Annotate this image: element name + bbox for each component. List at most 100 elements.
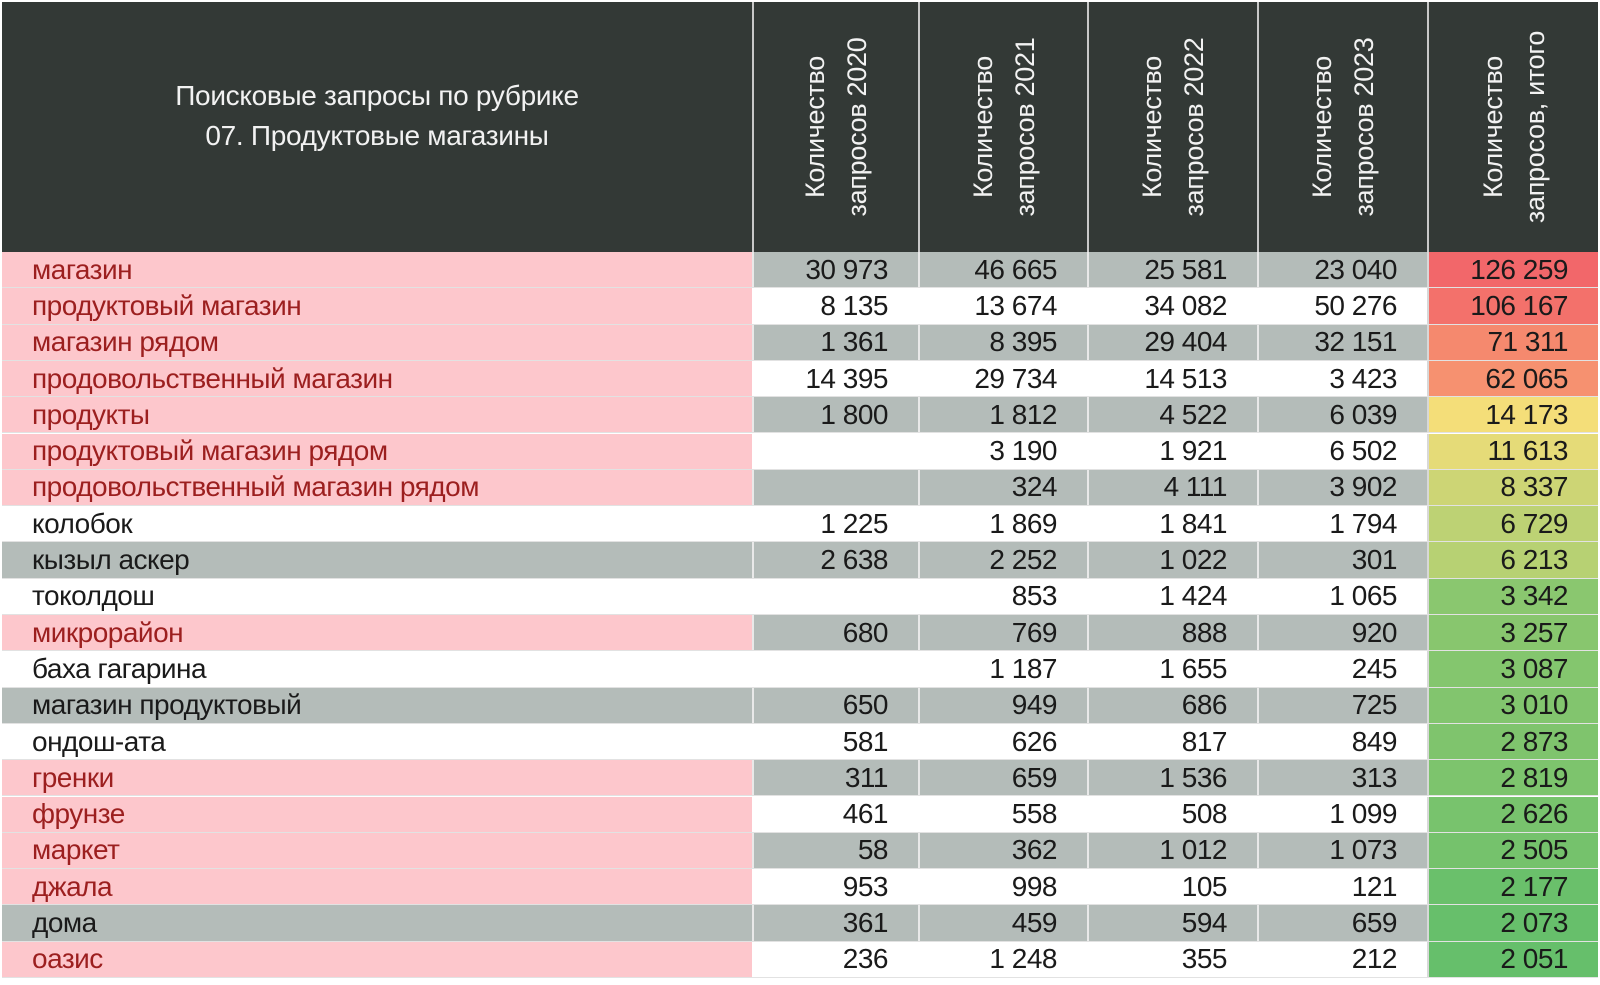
- cell-2021: 324: [918, 469, 1087, 506]
- column-header-2022-line2: запросов 2022: [1179, 37, 1209, 217]
- cell-2020: 581: [752, 723, 918, 760]
- cell-2020: 461: [752, 796, 918, 832]
- cell-total: 2 177: [1427, 869, 1598, 905]
- cell-2021: 13 674: [918, 288, 1087, 324]
- column-header-2020-line1: Количество: [800, 56, 830, 198]
- cell-2020: 680: [752, 615, 918, 651]
- cell-2020: 30 973: [752, 252, 918, 288]
- cell-2021: 949: [918, 687, 1087, 723]
- query-name-cell: продовольственный магазин: [2, 360, 752, 397]
- cell-2021: 853: [918, 578, 1087, 614]
- cell-total: 2 626: [1427, 796, 1598, 832]
- cell-2022: 686: [1087, 687, 1257, 723]
- cell-2022: 4 111: [1087, 469, 1257, 506]
- cell-2023: 23 040: [1257, 252, 1427, 288]
- cell-2021: 362: [918, 832, 1087, 869]
- query-name-cell: продовольственный магазин рядом: [2, 469, 752, 506]
- cell-2022: 29 404: [1087, 324, 1257, 360]
- cell-2021: 1 187: [918, 651, 1087, 687]
- cell-total: 2 051: [1427, 941, 1598, 977]
- cell-total: 62 065: [1427, 360, 1598, 397]
- cell-total: 6 729: [1427, 506, 1598, 542]
- table-header: Поисковые запросы по рубрике 07. Продукт…: [2, 2, 1598, 252]
- cell-2023: 920: [1257, 615, 1427, 651]
- cell-2023: 1 794: [1257, 506, 1427, 542]
- column-header-2021-line1: Количество: [967, 56, 998, 198]
- table-row: оазис 236 1 248 355 212 2 051: [2, 941, 1598, 978]
- cell-2020: 650: [752, 687, 918, 723]
- query-name-cell: баха гагарина: [2, 651, 752, 687]
- cell-2021: 8 395: [918, 324, 1087, 360]
- cell-2020: 1 800: [752, 397, 918, 433]
- cell-total: 3 010: [1427, 687, 1598, 723]
- cell-2022: 14 513: [1087, 360, 1257, 397]
- cell-2022: 1 536: [1087, 760, 1257, 796]
- column-header-2023-line1: Количество: [1307, 56, 1337, 198]
- cell-2022: 1 655: [1087, 651, 1257, 687]
- table-row: ондош-ата 581 626 817 849 2 873: [2, 723, 1598, 761]
- cell-2021: 1 248: [918, 941, 1087, 977]
- query-name-cell: фрунзе: [2, 796, 752, 832]
- cell-2022: 105: [1087, 869, 1257, 905]
- cell-total: 14 173: [1427, 397, 1598, 433]
- cell-2020: 1 361: [752, 324, 918, 360]
- cell-2023: 32 151: [1257, 324, 1427, 360]
- query-name-cell: джала: [2, 869, 752, 905]
- cell-2023: 1 099: [1257, 796, 1427, 832]
- cell-2023: 659: [1257, 905, 1427, 941]
- table-title: Поисковые запросы по рубрике 07. Продукт…: [2, 2, 752, 252]
- table-row: фрунзе 461 558 508 1 099 2 626: [2, 796, 1598, 833]
- table-title-line2: 07. Продуктовые магазины: [205, 120, 549, 151]
- cell-total: 2 873: [1427, 723, 1598, 760]
- cell-2020: [752, 433, 918, 469]
- cell-total: 3 087: [1427, 651, 1598, 687]
- cell-2022: 1 841: [1087, 506, 1257, 542]
- cell-2023: 1 065: [1257, 578, 1427, 614]
- cell-2021: 1 812: [918, 397, 1087, 433]
- cell-2023: 1 073: [1257, 832, 1427, 869]
- query-name-cell: токолдош: [2, 578, 752, 614]
- column-header-2022: Количество запросов 2022: [1087, 2, 1257, 252]
- cell-total: 6 213: [1427, 542, 1598, 578]
- cell-2020: [752, 651, 918, 687]
- cell-2021: 46 665: [918, 252, 1087, 288]
- query-name-cell: ондош-ата: [2, 723, 752, 760]
- cell-total: 2 819: [1427, 760, 1598, 796]
- cell-2022: 34 082: [1087, 288, 1257, 324]
- cell-2023: 245: [1257, 651, 1427, 687]
- query-name-cell: кызыл аскер: [2, 542, 752, 578]
- table-row: гренки 311 659 1 536 313 2 819: [2, 760, 1598, 797]
- query-name-cell: магазин: [2, 252, 752, 288]
- cell-2023: 6 039: [1257, 397, 1427, 433]
- table-row: продуктовый магазин рядом 3 190 1 921 6 502…: [2, 433, 1598, 470]
- cell-2023: 725: [1257, 687, 1427, 723]
- table-row: магазин 30 973 46 665 25 581 23 040 126 259: [2, 252, 1598, 289]
- cell-2022: 25 581: [1087, 252, 1257, 288]
- cell-2022: 817: [1087, 723, 1257, 760]
- cell-2021: 2 252: [918, 542, 1087, 578]
- query-name-cell: микрорайон: [2, 615, 752, 651]
- cell-2020: 361: [752, 905, 918, 941]
- cell-2022: 1 012: [1087, 832, 1257, 869]
- cell-2020: [752, 578, 918, 614]
- cell-2023: 121: [1257, 869, 1427, 905]
- cell-2023: 3 423: [1257, 360, 1427, 397]
- cell-2021: 998: [918, 869, 1087, 905]
- cell-2023: 50 276: [1257, 288, 1427, 324]
- table-row: продовольственный магазин рядом 324 4 111 3…: [2, 469, 1598, 507]
- cell-2022: 355: [1087, 941, 1257, 977]
- cell-2021: 558: [918, 796, 1087, 832]
- table-row: магазин рядом 1 361 8 395 29 404 32 151 71 31…: [2, 324, 1598, 361]
- cell-2020: 1 225: [752, 506, 918, 542]
- cell-total: 126 259: [1427, 252, 1598, 288]
- cell-2021: 29 734: [918, 360, 1087, 397]
- cell-2020: 2 638: [752, 542, 918, 578]
- query-name-cell: оазис: [2, 941, 752, 977]
- table-title-line1: Поисковые запросы по рубрике: [175, 80, 579, 111]
- table-row: микрорайон 680 769 888 920 3 257: [2, 615, 1598, 652]
- query-name-cell: дома: [2, 905, 752, 941]
- table-row: продукты 1 800 1 812 4 522 6 039 14 173: [2, 397, 1598, 434]
- cell-2020: 14 395: [752, 360, 918, 397]
- cell-total: 106 167: [1427, 288, 1598, 324]
- query-name-cell: магазин рядом: [2, 324, 752, 360]
